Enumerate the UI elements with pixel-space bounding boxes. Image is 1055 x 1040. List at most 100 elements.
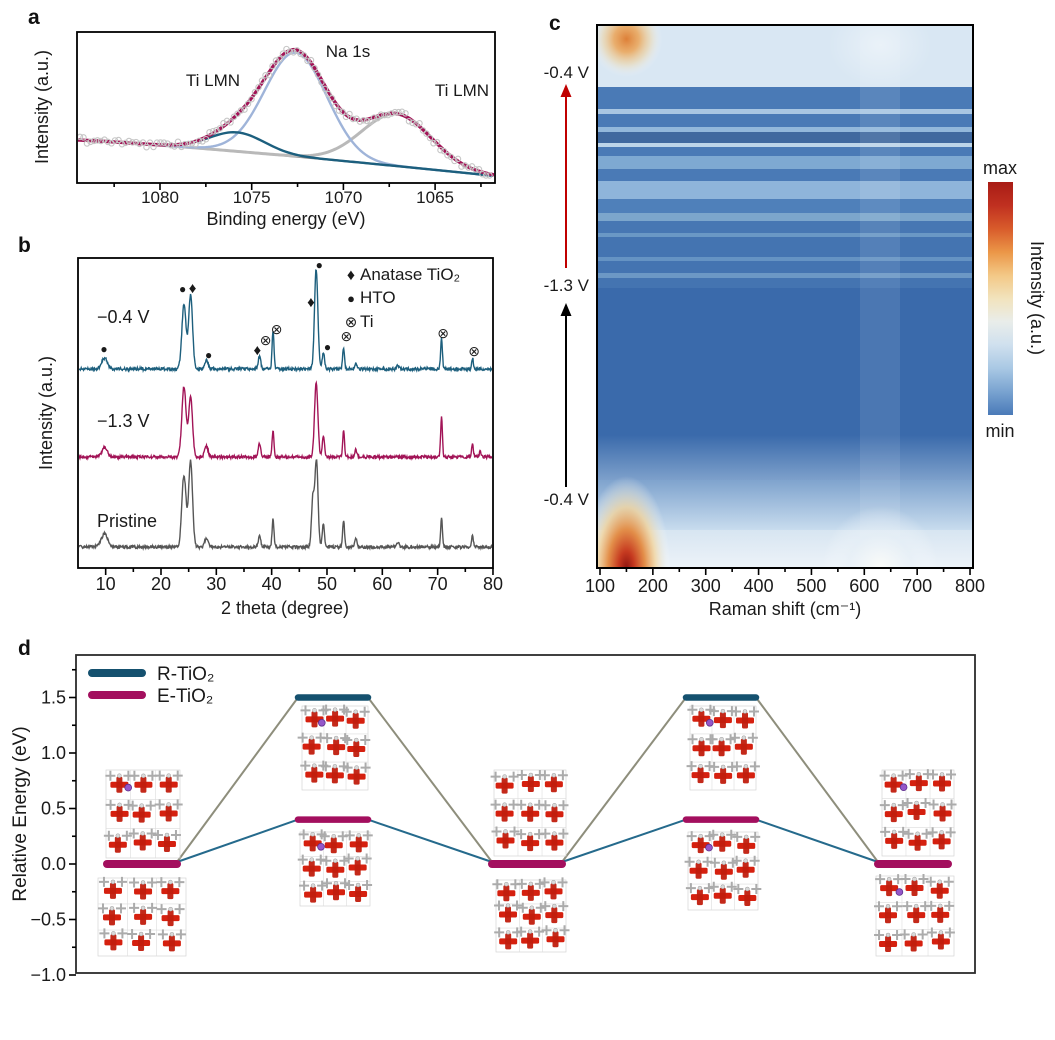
xps-data-point — [244, 100, 252, 108]
panel-b-x-tick-label: 20 — [151, 574, 171, 594]
heatmap-hot-spot-top — [597, 25, 663, 77]
panel-c-x-tick-label: 100 — [585, 576, 615, 596]
heatmap-hot-spot-bottom — [597, 476, 671, 568]
xps-data-point — [104, 138, 112, 146]
xrd-peak-marker: ⊗ — [468, 343, 480, 359]
xps-data-point — [321, 85, 329, 93]
crystal-structure-inset — [684, 829, 762, 911]
heatmap-stripe — [597, 273, 973, 278]
xrd-peak-marker: ⊗ — [340, 328, 352, 344]
crystal-structure-inset — [297, 829, 373, 907]
crystal-structure-inset — [490, 769, 569, 857]
xps-data-point — [279, 50, 287, 57]
panel-b-x-tick-label: 10 — [96, 574, 116, 594]
xps-data-point — [311, 64, 318, 72]
xps-data-point — [325, 90, 332, 98]
crystal-structure-inset — [492, 877, 570, 953]
xps-data-point — [118, 140, 126, 148]
panel-c-x-tick-label: 600 — [849, 576, 879, 596]
xps-data-point — [174, 138, 182, 146]
xps-data-point — [430, 140, 437, 147]
xps-data-point — [255, 84, 262, 91]
xrd-peak-marker: ⊗ — [437, 325, 449, 341]
xps-data-point — [332, 102, 339, 110]
xps-data-point — [458, 163, 465, 170]
panel-c-x-tick-label: 800 — [955, 576, 985, 596]
xrd-curve-Pristine — [79, 459, 492, 552]
heatmap-vertical-light-band — [860, 25, 900, 568]
xps-data-point — [391, 108, 399, 116]
xps-data-point — [437, 146, 444, 154]
xrd-peak-marker: ● — [316, 258, 323, 272]
xps-data-point — [304, 57, 311, 65]
xrd-curve-−1.3 V — [79, 380, 492, 462]
xps-data-point — [335, 107, 343, 114]
black-sweep-arrow-head — [560, 303, 572, 316]
xps-data-point — [202, 135, 210, 143]
xps-data-point — [433, 138, 441, 146]
voltage-label-bottom: -0.4 V — [544, 490, 590, 509]
xps-data-point — [479, 171, 486, 178]
annotation-ti-lmn-left: Ti LMN — [186, 71, 240, 90]
panel-d-y-tick-label: 1.5 — [41, 688, 66, 708]
xps-data-point — [272, 57, 280, 64]
xps-data-point — [129, 139, 136, 146]
xps-data-point — [146, 139, 154, 146]
xps-data-point — [143, 143, 150, 151]
colorbar — [988, 182, 1013, 415]
annotation-na-1s: Na 1s — [326, 42, 370, 61]
legend-label-2: Ti — [360, 312, 374, 331]
xrd-curves — [79, 269, 492, 552]
xps-data-point — [290, 49, 297, 56]
heatmap-stripe — [597, 237, 973, 257]
xps-curves — [78, 45, 494, 179]
panel-a-xps-chart: 1080 1075 1070 1065 Binding energy (eV) Inten… — [32, 31, 496, 229]
connector-R — [367, 696, 493, 863]
panel-b-x-tick-label: 40 — [262, 574, 282, 594]
xps-data-point — [482, 172, 490, 179]
crystal-structure-inset — [874, 874, 955, 957]
xps-data-point — [307, 56, 315, 64]
heatmap-stripe — [597, 109, 973, 114]
connector-R — [755, 696, 879, 863]
connector-E — [176, 818, 299, 863]
xps-data-point — [356, 118, 364, 125]
xps-data-point — [181, 140, 189, 148]
xps-data-point — [132, 138, 140, 146]
xps-data-point — [167, 141, 175, 149]
panel-c-x-tick-label: 300 — [691, 576, 721, 596]
xps-data-point — [157, 139, 164, 146]
panel-c-x-tick-label: 700 — [902, 576, 932, 596]
xps-data-point — [402, 110, 409, 117]
heatmap-stripe — [597, 156, 973, 169]
xps-data-point — [293, 47, 301, 54]
xps-data-point — [374, 114, 381, 122]
xps-data-point — [136, 140, 143, 148]
panel-b-x-tick-label: 70 — [428, 574, 448, 594]
xps-data-point — [195, 137, 203, 145]
panel-b-x-tick-label: 30 — [206, 574, 226, 594]
heatmap-white-spot-top — [828, 25, 933, 87]
xps-data-point — [248, 95, 255, 103]
xps-data-point — [475, 166, 483, 173]
xps-data-point — [87, 138, 94, 146]
xrd-peak-marker: ● — [100, 342, 107, 356]
na-atom — [124, 783, 132, 792]
legend-symbol-2: ⊗ — [345, 314, 358, 331]
connector-R — [561, 696, 687, 863]
panel-d-y-tick-label: −1.0 — [30, 965, 66, 985]
heatmap-stripe — [597, 221, 973, 233]
xps-data-point — [416, 120, 423, 127]
xps-data-point — [472, 166, 479, 173]
heatmap-stripe — [597, 199, 973, 213]
panel-b-x-tick-label: 80 — [483, 574, 503, 594]
xps-data-point — [258, 77, 266, 84]
xps-data-point — [269, 62, 276, 70]
xps-data-point — [486, 172, 493, 179]
annotation-ti-lmn-right: Ti LMN — [435, 81, 489, 100]
panel-b-x-tick-label: 50 — [317, 574, 337, 594]
panel-a-x-axis-title: Binding energy (eV) — [206, 209, 365, 229]
xps-data-point — [328, 95, 336, 102]
xps-data-point — [94, 137, 101, 144]
